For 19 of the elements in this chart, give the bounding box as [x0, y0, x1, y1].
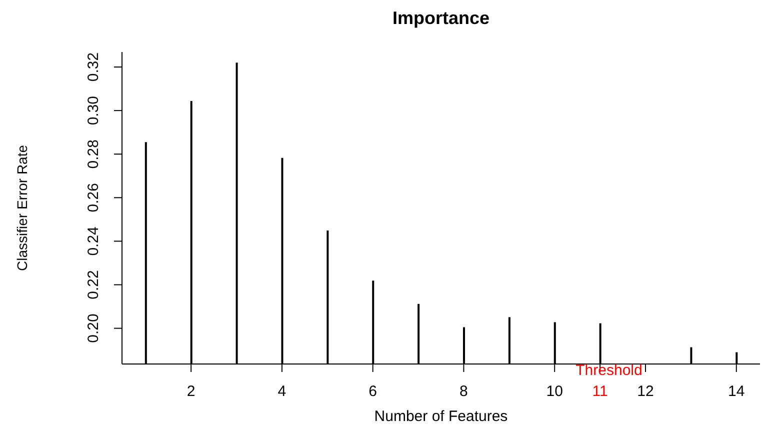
y-tick-label: 0.26	[85, 183, 102, 212]
y-tick-label: 0.22	[85, 270, 102, 300]
x-tick-label: 4	[278, 383, 286, 400]
y-tick-label: 0.24	[85, 226, 102, 256]
y-tick-label: 0.28	[85, 140, 102, 169]
x-tick-label: 6	[368, 383, 378, 400]
x-axis-title: Number of Features	[373, 408, 509, 425]
y-axis-title: Classifier Error Rate	[14, 144, 30, 272]
x-tick-label: 2	[186, 383, 196, 400]
y-tick-label: 0.30	[85, 96, 102, 126]
x-tick-label: 10	[546, 383, 563, 400]
x-tick-label: 14	[728, 383, 745, 400]
x-tick-label: 12	[637, 383, 654, 400]
x-tick-label: 11	[592, 383, 608, 400]
y-tick-label: 0.32	[85, 52, 102, 82]
y-tick-label: 0.20	[85, 314, 102, 343]
annotation: Threshold	[576, 362, 642, 379]
x-tick-label: 8	[460, 383, 468, 400]
chart-title: Importance	[391, 8, 491, 29]
